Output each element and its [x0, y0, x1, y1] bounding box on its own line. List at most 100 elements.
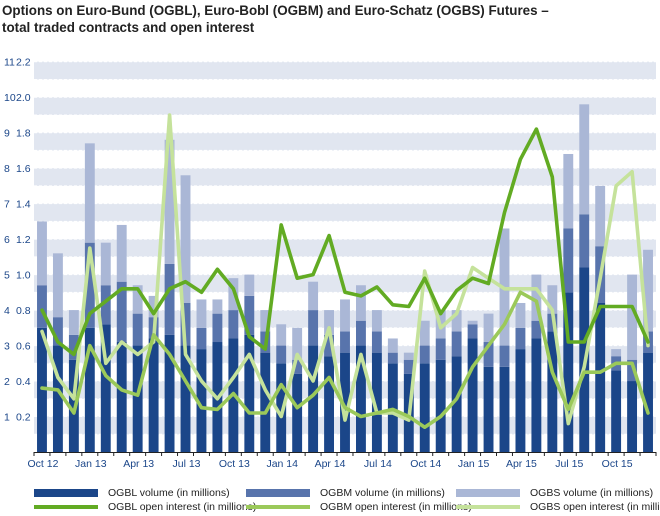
- right-tick-label: 1.6: [16, 163, 31, 175]
- chart-plot: Oct 12 Jan 13 Apr 13 Jul 13 Oct 13 Jan 14 Apr …: [4, 56, 657, 470]
- left-tick-label: 9: [4, 128, 10, 140]
- gridband: [34, 239, 656, 257]
- bar-ogbm-volume: [451, 331, 462, 357]
- bar-ogbm-volume: [196, 327, 207, 350]
- bar-ogbl-volume: [148, 338, 159, 452]
- bar-ogbs-volume: [515, 302, 526, 328]
- bar-ogbs-volume: [356, 285, 366, 321]
- bar-ogbs-volume: [403, 352, 414, 360]
- bar-ogbs-volume: [260, 310, 271, 332]
- bar-ogbl-volume: [260, 352, 271, 452]
- bar-ogbl-volume: [244, 334, 255, 452]
- right-tick-label: 0.4: [16, 376, 31, 388]
- x-tick-label: Jul 13: [172, 458, 200, 470]
- x-tick-label: Oct 12: [28, 458, 59, 470]
- bar-ogbs-volume: [276, 324, 287, 346]
- bar-ogbs-volume: [308, 281, 319, 311]
- bar-ogbl-volume: [627, 381, 638, 452]
- bar-ogbl-volume: [340, 352, 350, 452]
- bar-ogbl-volume: [37, 327, 47, 452]
- left-tick-label: 7: [4, 199, 10, 211]
- chart-title-line-2: total traded contracts and open interest: [2, 20, 255, 35]
- bar-ogbm-volume: [84, 242, 95, 328]
- bar-ogbs-volume: [132, 285, 143, 314]
- bar-ogbm-volume: [531, 320, 542, 339]
- bar-ogbs-volume: [467, 320, 478, 325]
- bar-ogbm-volume: [467, 324, 478, 339]
- right-tick-label: 1.4: [16, 199, 31, 211]
- right-tick-label: 1.2: [16, 234, 31, 246]
- bar-ogbm-volume: [212, 313, 223, 343]
- legend-ogbm-open-interest-label: OGBM open interest (in millions): [320, 501, 472, 513]
- bar-ogbs-volume: [244, 274, 255, 296]
- bar-ogbm-volume: [116, 281, 127, 343]
- bar-ogbm-volume: [356, 320, 366, 346]
- legend-ogbl-open-interest-label: OGBL open interest (in millions): [108, 501, 257, 513]
- bar-ogbs-volume: [483, 313, 494, 343]
- bar-ogbm-volume: [403, 359, 414, 374]
- bar-ogbm-volume: [324, 334, 334, 357]
- right-tick-label: 1.8: [16, 128, 31, 140]
- gridband: [34, 168, 656, 186]
- line-ogbm-open-interest: [40, 290, 650, 430]
- chart-title: Options on Euro-Bund (OGBL), Euro-Bobl (…: [2, 2, 652, 36]
- x-tick-label: Jan 13: [75, 458, 107, 470]
- bar-ogbl-volume: [531, 338, 542, 452]
- line-ogbs-open-interest: [40, 113, 650, 426]
- bar-ogbs-volume: [68, 310, 79, 335]
- x-tick-label: Jul 15: [555, 458, 583, 470]
- right-tick-label: 1.0: [16, 270, 31, 282]
- bar-ogbm-volume: [627, 359, 638, 382]
- bar-ogbs-volume: [84, 143, 95, 243]
- legend-ogbs-volume-swatch: [456, 489, 520, 497]
- bar-ogbs-volume: [627, 274, 638, 360]
- left-tick-label: 8: [4, 163, 10, 175]
- bar-ogbl-volume: [371, 352, 382, 452]
- bar-ogbl-volume: [180, 345, 191, 452]
- bar-ogbs-volume: [180, 175, 191, 303]
- bar-ogbl-volume: [611, 370, 622, 452]
- bar-ogbm-volume: [371, 331, 382, 353]
- bar-ogbm-volume: [340, 331, 350, 353]
- bar-ogbl-volume: [84, 327, 95, 452]
- bar-ogbl-volume: [483, 366, 494, 452]
- right-tick-label: 2.0: [16, 92, 31, 104]
- left-tick-label: 1: [4, 412, 10, 424]
- bar-ogbl-volume: [276, 363, 287, 452]
- gridband: [34, 61, 656, 80]
- bar-ogbs-volume: [371, 310, 382, 332]
- bar-ogbm-volume: [180, 302, 191, 346]
- bar-ogbs-volume: [387, 338, 398, 353]
- bar-ogbm-volume: [164, 263, 175, 335]
- left-tick-label: 4: [4, 305, 10, 317]
- bar-ogbs-volume: [451, 310, 462, 332]
- bar-ogbm-volume: [37, 285, 47, 328]
- bar-ogbs-volume: [579, 104, 590, 215]
- bar-ogbs-volume: [212, 299, 223, 314]
- bar-ogbl-volume: [499, 366, 510, 452]
- line-ogbl-open-interest: [40, 127, 650, 357]
- bar-ogbl-volume: [435, 359, 446, 452]
- bar-ogbl-volume: [547, 331, 558, 452]
- left-tick-label: 6: [4, 234, 10, 246]
- legend-ogbs-open-interest-label: OGBS open interest (in millions): [530, 501, 660, 513]
- left-tick-label: 2: [4, 376, 10, 388]
- bar-ogbs-volume: [324, 310, 334, 335]
- x-tick-label: Jan 15: [458, 458, 490, 470]
- bar-ogbm-volume: [52, 317, 63, 346]
- bar-ogbl-volume: [515, 349, 526, 452]
- bar-ogbl-volume: [164, 334, 175, 452]
- bar-ogbm-volume: [132, 313, 143, 346]
- bar-ogbs-volume: [531, 274, 542, 321]
- right-tick-label: 0.8: [16, 305, 31, 317]
- bar-ogbl-volume: [100, 324, 111, 452]
- legend-ogbm-open-interest-swatch: [246, 505, 310, 509]
- left-tick-label: 5: [4, 270, 10, 282]
- bar-ogbs-volume: [148, 295, 159, 318]
- gridband: [34, 203, 656, 222]
- bar-ogbs-volume: [37, 221, 47, 286]
- left-tick-label: 11: [4, 57, 15, 69]
- legend-ogbm-volume-swatch: [246, 489, 310, 497]
- bar-ogbm-volume: [499, 345, 510, 367]
- bar-ogbm-volume: [292, 359, 303, 374]
